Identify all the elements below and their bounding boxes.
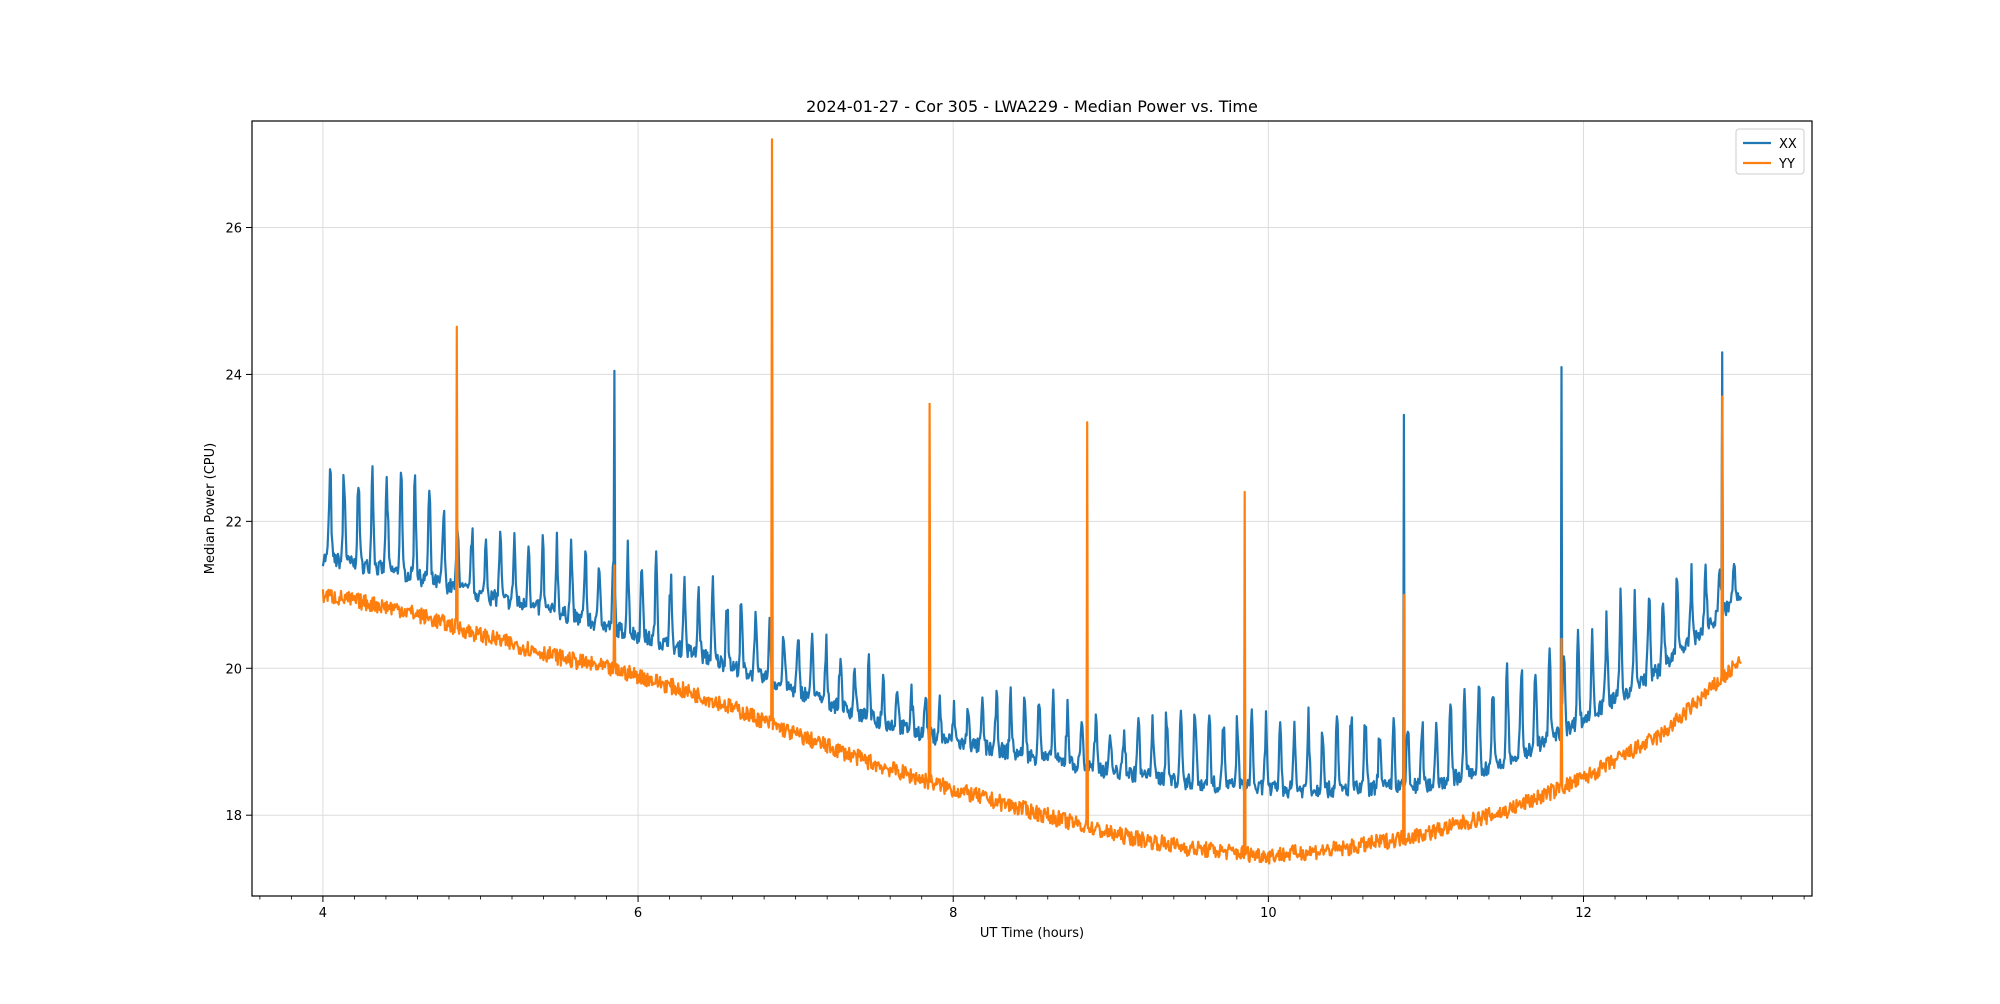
y-tick-label: 20 [225, 662, 242, 677]
y-axis-label: Median Power (CPU) [203, 443, 218, 574]
chart-title: 2024-01-27 - Cor 305 - LWA229 - Median P… [806, 97, 1258, 116]
x-tick-label: 8 [949, 906, 957, 921]
y-tick-label: 22 [225, 515, 242, 530]
axes-frame [251, 120, 1813, 897]
series-line-yy [321, 138, 1742, 865]
y-tick-label: 18 [225, 809, 242, 824]
series-layer [321, 138, 1743, 865]
x-axis-label: UT Time (hours) [980, 926, 1084, 941]
y-tick-label: 26 [225, 222, 242, 237]
tick-layer: 4 6 8 10 12 18 20 22 24 26 [225, 222, 1805, 921]
series-line-xx [321, 351, 1743, 799]
legend-label-yy: YY [1778, 157, 1795, 172]
legend: XX YY [1735, 128, 1805, 175]
x-tick-label: 6 [634, 906, 642, 921]
grid-layer [252, 121, 1812, 896]
y-tick-label: 24 [225, 368, 242, 383]
x-tick-label: 4 [319, 906, 327, 921]
x-tick-label: 12 [1575, 906, 1592, 921]
legend-label-xx: XX [1779, 137, 1797, 152]
x-tick-label: 10 [1260, 906, 1277, 921]
